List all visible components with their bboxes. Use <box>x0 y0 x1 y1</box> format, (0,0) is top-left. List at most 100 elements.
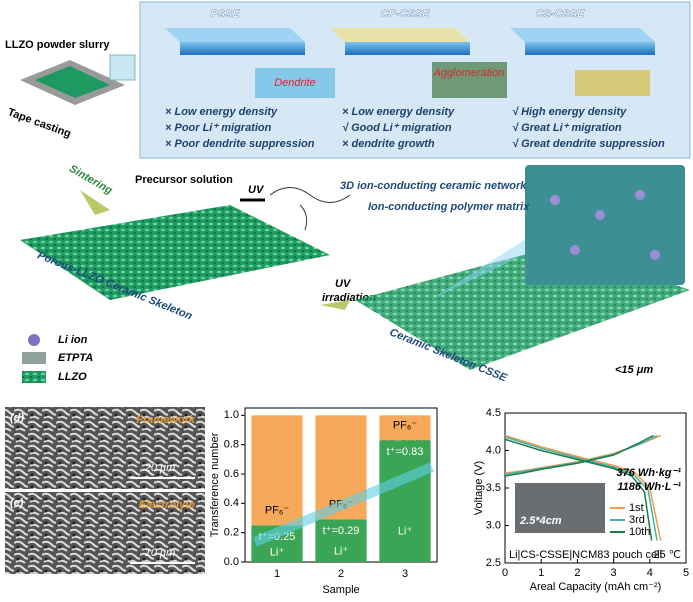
point: √ High energy density <box>512 106 627 118</box>
column-title: PSSE <box>210 8 240 20</box>
sem-image <box>5 492 205 574</box>
feature-label: Dendrite <box>274 77 316 89</box>
label: LLZO powder slurry <box>5 39 110 51</box>
bar <box>251 415 303 526</box>
point: √ Great Li⁺ migration <box>512 122 622 134</box>
point: × dendrite growth <box>342 138 435 150</box>
x-tick-label: 1 <box>538 567 544 579</box>
bar <box>379 440 431 562</box>
segment-label: PF₆⁻ <box>265 505 289 517</box>
label: UV <box>335 278 352 290</box>
trend-arrow <box>253 462 434 547</box>
scale-bar: 20 μm <box>144 462 175 474</box>
segment-label: Li⁺ <box>398 525 413 537</box>
x-tick-label: 4 <box>647 567 653 579</box>
sem-title: Framework <box>136 414 196 426</box>
label: 3D ion-conducting ceramic network <box>340 180 527 192</box>
label: UV <box>248 184 265 196</box>
y-tick-label: 1.0 <box>224 409 239 421</box>
label: <15 μm <box>615 364 653 376</box>
column-title: CP-CSSE <box>381 8 431 20</box>
slab <box>510 28 655 42</box>
x-tick-label: 3 <box>611 567 617 579</box>
label: Ion-conducting polymer matrix <box>368 201 530 213</box>
label: Sintering <box>67 163 115 197</box>
inset <box>432 62 507 98</box>
x-label: Areal Capacity (mAh cm⁻²) <box>530 581 662 593</box>
tape <box>35 66 110 98</box>
annotation: 1186 Wh·L⁻¹ <box>617 481 681 493</box>
scale-bar: 10 μm <box>145 547 175 559</box>
y-label: Voltage (V) <box>473 461 485 515</box>
slab <box>525 42 655 55</box>
y-tick-label: 2.5 <box>486 557 501 569</box>
bar <box>315 519 367 562</box>
psse: PSSE Dendrite <box>165 8 335 98</box>
label: Precursor solution <box>135 174 233 186</box>
segment-label: PF₆⁻ <box>393 420 417 432</box>
legend-label: LLZO <box>58 371 87 383</box>
x-tick-label: 0 <box>502 567 508 579</box>
x-tick-label: 5 <box>683 567 689 579</box>
value-label: t⁺=0.83 <box>387 446 424 458</box>
photo <box>515 483 605 533</box>
x-tick-label: 1 <box>274 568 280 580</box>
column-title: CS-CSSE <box>536 8 586 20</box>
segment-label: Li⁺ <box>334 545 349 557</box>
line <box>504 434 658 541</box>
legend-label: 3rd <box>629 514 645 526</box>
point: × Poor Li⁺ migration <box>165 122 272 134</box>
y-tick-label: 3.0 <box>486 519 501 531</box>
y-tick-label: 4.5 <box>486 407 501 419</box>
annotation: 376 Wh·kg⁻¹ <box>617 467 682 479</box>
panel-label: (d) <box>10 412 24 424</box>
y-label: Transference number <box>209 432 221 537</box>
arrow <box>80 190 110 215</box>
y-tick-label: 4.0 <box>486 444 501 456</box>
slab <box>165 28 305 42</box>
cs-csse: CS-CSSE <box>510 8 655 96</box>
inset <box>255 68 335 98</box>
annotation: Li|CS-CSSE|NCM83 pouch cell <box>509 549 662 561</box>
li-ions <box>550 190 660 260</box>
slab <box>180 42 305 55</box>
sem-image <box>5 407 205 489</box>
cp-csse: CP-CSSE Agglomeration <box>330 8 507 98</box>
sem-title: Electrolyte <box>139 499 195 511</box>
legend-label: 10th <box>629 526 650 538</box>
y-tick-label: 3.5 <box>486 482 501 494</box>
arrow <box>320 300 350 310</box>
bar <box>379 415 431 441</box>
x-tick-label: 2 <box>338 568 344 580</box>
porous-skeleton <box>20 205 330 300</box>
x-tick-label: 3 <box>402 568 408 580</box>
annotation: 25 ℃ <box>653 549 681 561</box>
network-cube <box>525 165 685 285</box>
legend-label: ETPTA <box>58 352 93 364</box>
slab <box>330 28 470 42</box>
point: √ Great dendrite suppression <box>512 138 665 150</box>
x-tick-label: 2 <box>574 567 580 579</box>
inset <box>575 70 650 96</box>
beaker <box>109 54 136 81</box>
annotation: 2.5*4cm <box>519 515 562 527</box>
slab <box>345 42 470 55</box>
points: × Low energy density × Poor Li⁺ migration… <box>165 106 665 150</box>
legend-swatch <box>22 371 46 383</box>
legend-swatch <box>22 352 46 364</box>
value-label: t⁺=0.29 <box>323 525 360 537</box>
y-tick-label: 0.0 <box>224 556 239 568</box>
point: √ Good Li⁺ migration <box>342 122 452 134</box>
label: Tape casting <box>6 106 73 140</box>
point: × Poor dendrite suppression <box>165 138 315 150</box>
molecule <box>269 187 351 231</box>
line <box>504 434 654 541</box>
y-tick-label: 0.2 <box>224 527 239 539</box>
panel-label: (e) <box>10 497 24 509</box>
segment-label: Li⁺ <box>270 547 285 559</box>
y-tick-label: 0.8 <box>224 439 239 451</box>
y-tick-label: 0.4 <box>224 497 239 509</box>
legend-label: Li ion <box>58 334 88 346</box>
x-label: Sample <box>322 584 359 596</box>
